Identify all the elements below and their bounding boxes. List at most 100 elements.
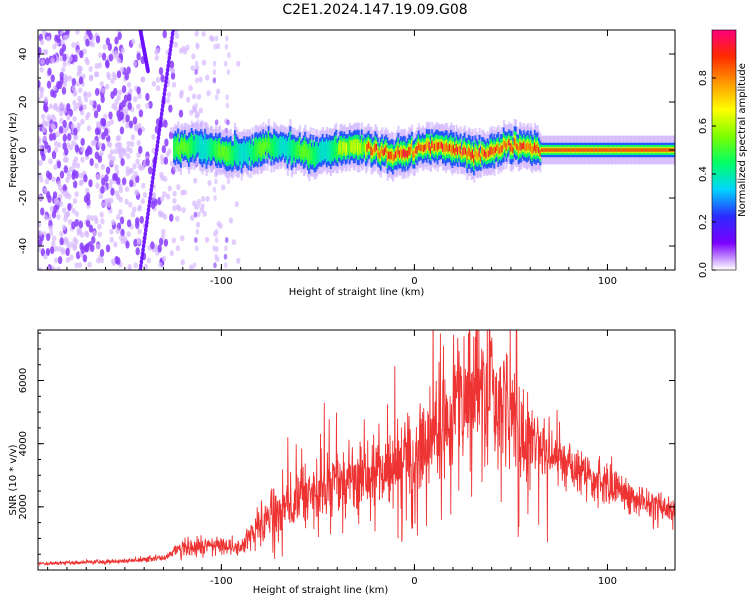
ridge-band bbox=[508, 138, 511, 146]
ridge-band bbox=[512, 146, 515, 153]
ridge-band bbox=[640, 148, 643, 152]
streak-point bbox=[146, 207, 151, 213]
colorbar-label: Normalized spectral amplitude bbox=[737, 63, 748, 217]
noise-blob bbox=[194, 30, 199, 37]
ridge-band bbox=[244, 149, 247, 156]
noise-blob bbox=[138, 145, 143, 154]
noise-blob bbox=[79, 109, 85, 116]
ridge-band bbox=[273, 142, 276, 152]
noise-blob bbox=[64, 191, 70, 198]
ridge-band bbox=[196, 140, 199, 148]
noise-smear bbox=[194, 245, 199, 252]
colorbar-swatch bbox=[712, 154, 736, 157]
noise-blob bbox=[137, 127, 143, 136]
streak-point bbox=[162, 91, 167, 97]
colorbar-swatch bbox=[712, 124, 736, 127]
noise-blob bbox=[43, 49, 49, 56]
noise-blob bbox=[133, 262, 138, 269]
ridge-band bbox=[251, 145, 254, 154]
noise-blob bbox=[94, 218, 99, 225]
streak-point bbox=[166, 59, 171, 65]
noise-blob bbox=[62, 61, 67, 68]
noise-blob bbox=[94, 87, 100, 96]
colorbar-swatch bbox=[712, 132, 736, 135]
ridge-band bbox=[498, 147, 501, 154]
ridge-band bbox=[504, 140, 507, 148]
noise-blob bbox=[101, 118, 107, 127]
colorbar-swatch bbox=[712, 156, 736, 159]
colorbar-swatch bbox=[712, 210, 736, 213]
noise-blob bbox=[123, 94, 129, 103]
ridge-band bbox=[351, 142, 354, 150]
noise-blob bbox=[53, 257, 59, 264]
noise-blob bbox=[116, 257, 121, 266]
noise-blob bbox=[168, 131, 174, 140]
noise-blob bbox=[78, 220, 84, 229]
noise-blob bbox=[78, 87, 83, 94]
ridge-band bbox=[247, 149, 250, 158]
noise-blob bbox=[181, 207, 186, 214]
colorbar-swatch bbox=[712, 100, 736, 103]
ridge-band bbox=[352, 143, 356, 152]
noise-blob bbox=[67, 75, 73, 82]
noise-blob bbox=[143, 263, 149, 270]
ridge-band bbox=[651, 148, 654, 152]
ridge-band bbox=[478, 148, 481, 157]
noise-blob bbox=[45, 247, 51, 256]
ridge-band bbox=[529, 143, 533, 152]
colorbar-swatch bbox=[712, 264, 736, 267]
noise-blob bbox=[151, 133, 156, 140]
ridge-band bbox=[294, 148, 297, 156]
noise-blob bbox=[46, 35, 51, 42]
y-tick-label: -20 bbox=[18, 190, 29, 206]
ridge-band bbox=[505, 143, 508, 151]
streak-point bbox=[142, 235, 147, 241]
noise-blob bbox=[96, 104, 102, 113]
ridge-band bbox=[523, 141, 526, 150]
noise-blob bbox=[95, 243, 101, 250]
noise-blob bbox=[87, 261, 92, 268]
ridge-band bbox=[421, 144, 424, 153]
noise-smear bbox=[225, 102, 230, 109]
colorbar-swatch bbox=[712, 224, 736, 227]
noise-blob bbox=[177, 205, 182, 212]
noise-blob bbox=[65, 176, 70, 183]
ridge-band bbox=[287, 144, 291, 153]
noise-blob bbox=[63, 216, 68, 223]
ridge-band bbox=[427, 140, 430, 149]
ridge-band bbox=[300, 150, 303, 157]
noise-blob bbox=[94, 162, 99, 169]
ridge-band bbox=[223, 148, 226, 156]
ridge-band bbox=[250, 151, 253, 160]
ridge-band bbox=[519, 141, 522, 151]
noise-blob bbox=[41, 113, 46, 120]
ridge-band bbox=[224, 149, 227, 158]
noise-blob bbox=[130, 211, 136, 218]
noise-blob bbox=[196, 198, 202, 205]
colorbar-swatch bbox=[712, 78, 736, 81]
colorbar-swatch bbox=[712, 94, 736, 97]
noise-blob bbox=[158, 67, 164, 76]
noise-blob bbox=[53, 245, 59, 252]
colorbar-swatch bbox=[712, 108, 736, 111]
ridge-band bbox=[582, 148, 585, 152]
streak-point bbox=[162, 95, 166, 101]
noise-blob bbox=[138, 109, 144, 118]
ridge-band bbox=[202, 146, 206, 154]
noise-blob bbox=[71, 85, 77, 92]
noise-blob bbox=[137, 93, 142, 100]
noise-blob bbox=[125, 114, 130, 123]
streak-point bbox=[156, 135, 161, 141]
ridge-band bbox=[344, 145, 347, 154]
noise-blob bbox=[146, 257, 152, 264]
noise-blob bbox=[75, 80, 81, 87]
streak-point bbox=[147, 203, 151, 209]
noise-blob bbox=[132, 60, 137, 67]
noise-blob bbox=[74, 262, 79, 269]
noise-blob bbox=[65, 257, 71, 264]
ridge-band bbox=[591, 148, 595, 152]
noise-blob bbox=[204, 236, 210, 243]
noise-blob bbox=[171, 237, 177, 244]
noise-blob bbox=[175, 215, 180, 222]
streak-point bbox=[151, 171, 156, 177]
